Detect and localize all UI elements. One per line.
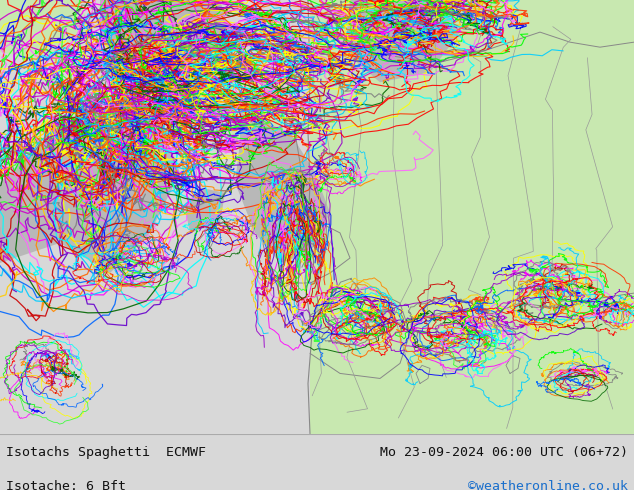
Polygon shape [0, 102, 180, 273]
Text: Isotachs Spaghetti  ECMWF: Isotachs Spaghetti ECMWF [6, 446, 206, 459]
Text: Mo 23-09-2024 06:00 UTC (06+72): Mo 23-09-2024 06:00 UTC (06+72) [380, 446, 628, 459]
Polygon shape [225, 73, 295, 152]
Polygon shape [345, 0, 460, 82]
Polygon shape [0, 0, 90, 62]
Polygon shape [235, 112, 330, 263]
Text: ©weatheronline.co.uk: ©weatheronline.co.uk [468, 480, 628, 490]
Polygon shape [100, 0, 230, 73]
Polygon shape [185, 188, 225, 233]
Text: Isotache: 6 Bft: Isotache: 6 Bft [6, 480, 126, 490]
Polygon shape [310, 0, 634, 434]
